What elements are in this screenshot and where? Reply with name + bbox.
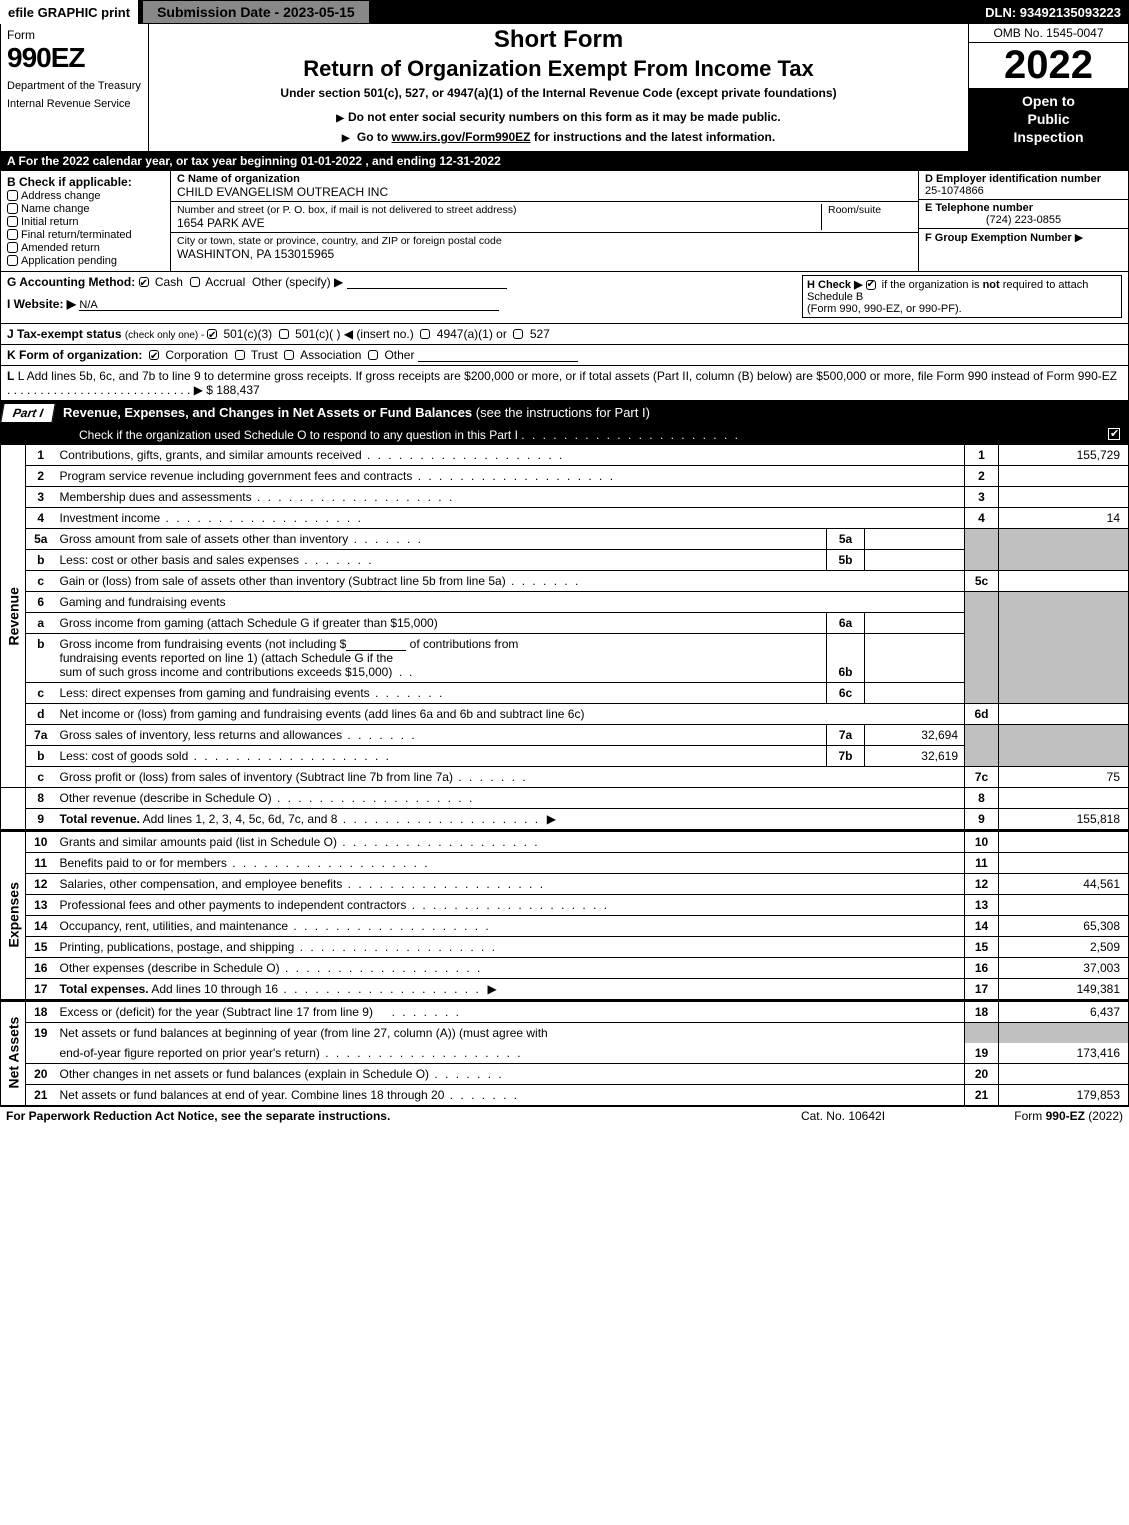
room-label: Room/suite	[828, 204, 912, 216]
checkbox-accrual[interactable]	[190, 277, 200, 287]
checkbox-application-pending[interactable]	[7, 255, 18, 266]
line-15-amount: 2,509	[999, 936, 1129, 957]
line-14-amount: 65,308	[999, 915, 1129, 936]
section-b-checkboxes: B Check if applicable: Address change Na…	[1, 171, 171, 271]
page-footer: For Paperwork Reduction Act Notice, see …	[0, 1106, 1129, 1125]
checkbox-amended-return[interactable]	[7, 242, 18, 253]
line-19-amount: 173,416	[999, 1043, 1129, 1064]
expenses-table: Expenses 10Grants and similar amounts pa…	[0, 830, 1129, 1000]
checkbox-501c[interactable]	[279, 329, 289, 339]
open-public-inspection: Open toPublicInspection	[969, 88, 1128, 151]
checkbox-association[interactable]	[284, 350, 294, 360]
dept-treasury: Department of the Treasury	[7, 80, 142, 92]
ssn-warning: Do not enter social security numbers on …	[157, 110, 960, 124]
checkbox-527[interactable]	[513, 329, 523, 339]
org-address: 1654 PARK AVE	[177, 216, 815, 230]
i-website-label: I Website: ▶	[7, 297, 76, 311]
tel-value: (724) 223-0855	[925, 214, 1122, 226]
part-1-header: Part I Revenue, Expenses, and Changes in…	[0, 401, 1129, 425]
dept-irs: Internal Revenue Service	[7, 98, 142, 110]
line-17-amount: 149,381	[999, 978, 1129, 999]
group-arrow: ▶	[1075, 232, 1083, 244]
section-h: H Check ▶ if the organization is not req…	[802, 275, 1122, 318]
checkbox-name-change[interactable]	[7, 203, 18, 214]
entity-box: B Check if applicable: Address change Na…	[0, 171, 1129, 272]
addr-label: Number and street (or P. O. box, if mail…	[177, 204, 815, 216]
tax-year: 2022	[969, 43, 1128, 88]
gross-receipts-amount: $ 188,437	[206, 383, 259, 397]
side-revenue: Revenue	[1, 445, 26, 788]
top-bar: efile GRAPHIC print Submission Date - 20…	[0, 0, 1129, 24]
irs-link[interactable]: www.irs.gov/Form990EZ	[392, 130, 531, 144]
line-9-amount: 155,818	[999, 808, 1129, 829]
section-l: L L Add lines 5b, 6c, and 7b to line 9 t…	[0, 366, 1129, 401]
form-number: 990EZ	[7, 42, 142, 74]
website-value: N/A	[79, 299, 97, 311]
line-4-amount: 14	[999, 507, 1129, 528]
ein-value: 25-1074866	[925, 185, 1122, 197]
checkbox-trust[interactable]	[235, 350, 245, 360]
checkbox-cash[interactable]	[139, 277, 149, 287]
org-city: WASHINTON, PA 153015965	[177, 247, 912, 261]
checkbox-schedule-b[interactable]	[866, 280, 876, 290]
e-tel-label: E Telephone number	[925, 202, 1122, 214]
submission-date-button[interactable]: Submission Date - 2023-05-15	[142, 0, 370, 24]
goto-post: for instructions and the latest informat…	[530, 130, 775, 144]
org-name: CHILD EVANGELISM OUTREACH INC	[177, 185, 912, 199]
checkbox-final-return[interactable]	[7, 229, 18, 240]
part-1-check: Check if the organization used Schedule …	[0, 425, 1129, 445]
checkbox-initial-return[interactable]	[7, 216, 18, 227]
revenue-table: Revenue 1Contributions, gifts, grants, a…	[0, 445, 1129, 830]
section-k: K Form of organization: Corporation Trus…	[0, 345, 1129, 366]
c-name-label: C Name of organization	[177, 173, 912, 185]
line-7b-amount: 32,619	[865, 745, 965, 766]
line-18-amount: 6,437	[999, 1001, 1129, 1023]
line-16-amount: 37,003	[999, 957, 1129, 978]
line-12-amount: 44,561	[999, 873, 1129, 894]
checkbox-address-change[interactable]	[7, 190, 18, 201]
efile-label[interactable]: efile GRAPHIC print	[0, 0, 138, 24]
checkbox-501c3[interactable]	[207, 329, 217, 339]
checkbox-schedule-o[interactable]	[1108, 428, 1120, 440]
short-form-title: Short Form	[157, 26, 960, 54]
checkbox-4947[interactable]	[420, 329, 430, 339]
other-specify-input[interactable]	[347, 275, 507, 289]
line-21-amount: 179,853	[999, 1084, 1129, 1105]
goto-pre: Go to	[357, 130, 392, 144]
side-expenses: Expenses	[1, 831, 26, 1000]
section-g: G Accounting Method: Cash Accrual Other …	[0, 272, 1129, 324]
return-title: Return of Organization Exempt From Incom…	[157, 56, 960, 82]
section-j: J Tax-exempt status (check only one) - 5…	[0, 324, 1129, 345]
net-assets-table: Net Assets 18Excess or (deficit) for the…	[0, 1000, 1129, 1106]
line-7c-amount: 75	[999, 766, 1129, 787]
form-word: Form	[7, 28, 142, 42]
checkbox-other-org[interactable]	[368, 350, 378, 360]
line-7a-amount: 32,694	[865, 724, 965, 745]
fundraising-amount-input[interactable]	[346, 637, 406, 651]
city-label: City or town, state or province, country…	[177, 235, 912, 247]
omb-number: OMB No. 1545-0047	[969, 24, 1128, 43]
side-net-assets: Net Assets	[1, 1001, 26, 1106]
checkbox-corporation[interactable]	[149, 350, 159, 360]
under-section: Under section 501(c), 527, or 4947(a)(1)…	[157, 86, 960, 100]
form-header: Form 990EZ Department of the Treasury In…	[0, 24, 1129, 152]
other-org-input[interactable]	[418, 348, 578, 362]
section-a-tax-year: A For the 2022 calendar year, or tax yea…	[0, 152, 1129, 171]
arrow-icon	[342, 130, 354, 144]
line-1-amount: 155,729	[999, 445, 1129, 466]
dln-label: DLN: 93492135093223	[977, 0, 1129, 24]
f-group-label: F Group Exemption Number	[925, 232, 1072, 244]
d-ein-label: D Employer identification number	[925, 173, 1122, 185]
